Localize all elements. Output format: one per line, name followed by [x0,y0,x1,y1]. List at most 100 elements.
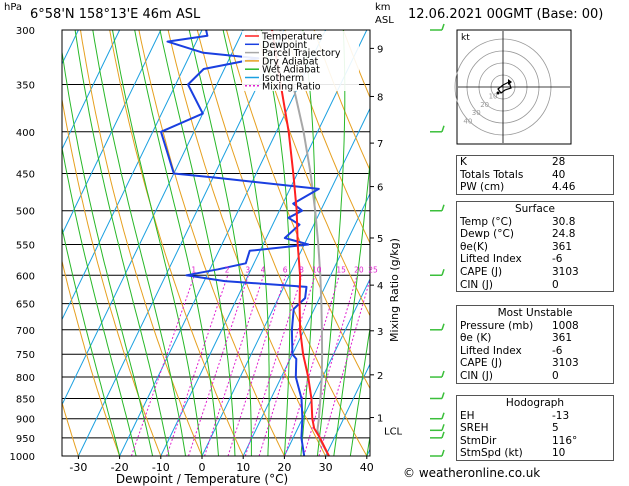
index-key: PW (cm) [460,181,505,194]
mixing-ratio-line [318,277,370,456]
wind-barb-flag [441,204,445,211]
dry-adiabat-line [255,30,370,317]
pressure-tick-label: 850 [16,394,35,405]
km-tick-label: 5 [377,234,383,245]
index-value: 28 [552,156,566,168]
pressure-tick-label: 300 [16,26,35,37]
valid-time: 12.06.2021 00GMT (Base: 00) [408,7,604,22]
isotherm-line [242,192,370,456]
km-tick-label: 6 [377,183,383,194]
index-value: -6 [552,344,563,357]
pressure-tick-label: 900 [16,415,35,426]
index-row: Lifted Index -6 [457,345,613,358]
index-value: -6 [552,253,563,266]
mixing-ratio-line [258,275,316,456]
km-tick-label: 9 [377,44,383,55]
index-row: StmDir 116° [457,435,613,448]
index-key: StmDir [460,434,497,447]
profile-lines [160,30,330,456]
background-grid [62,30,370,456]
x-tick-label: -10 [152,461,170,474]
legend-entry: Mixing Ratio [262,81,321,92]
x-axis-label: Dewpoint / Temperature (°C) [116,472,288,486]
temperature-line [271,30,330,456]
indices-table-surface: Surface Temp (°C) 30.8 Dewp (°C) 24.8 θe(K… [456,201,614,293]
mixing-ratio-label: 8 [299,265,304,274]
wind-barb-flag [441,23,445,31]
index-row: Temp (°C) 30.8 [457,216,613,229]
hodograph-point [496,91,500,95]
x-tick-label: -30 [69,461,87,474]
index-row: SREH 5 [457,422,613,435]
isotherm-line [62,30,244,406]
index-value: 0 [552,369,559,382]
pressure-tick-label: 600 [16,271,35,282]
x-tick-label: -20 [111,461,129,474]
dry-adiabat-line [226,30,370,390]
parcel-trajectory-line [279,30,330,456]
hodograph-ring-label: 40 [463,118,472,126]
dry-adiabat-line [80,30,203,456]
km-tick-label: 8 [377,92,383,103]
pressure-tick-label: 450 [16,169,35,180]
index-value: 116° [552,434,578,447]
mixing-ratio-line [227,275,287,456]
index-row: CAPE (J) 3103 [457,357,613,370]
isotherm-line [160,30,368,456]
wet-adiabat-line [159,30,236,456]
x-tick-label: 30 [319,461,333,474]
wet-adiabat-line [300,30,316,456]
mixing-ratio-label: 3 [245,265,250,274]
y-axis-label: Mixing Ratio (g/kg) [388,238,401,342]
mixing-ratio-label: 4 [261,265,266,274]
location-title: 6°58'N 158°13'E 46m ASL [30,7,201,22]
wet-adiabat-line [134,30,219,456]
wind-barb-flag [441,392,445,399]
isotherm-line [283,277,370,456]
x-tick-label: 10 [236,461,250,474]
pressure-tick-label: 950 [16,434,35,445]
wet-adiabat-line [62,48,154,456]
mixing-ratio-label: 25 [368,265,378,274]
legend-entry: Dewpoint [262,40,307,51]
index-key: CAPE (J) [460,357,503,370]
index-value: 1008 [552,319,579,332]
mixing-ratio-label: 10 [312,265,322,274]
index-key: Lifted Index [460,253,522,266]
pressure-tick-label: 400 [16,128,35,139]
legend-entry: Parcel Trajectory [262,48,341,59]
pressure-tick-label: 500 [16,207,35,218]
hodograph-unit-label: kt [461,33,470,43]
wet-adiabat-line [316,30,346,456]
index-row: EH -13 [457,410,613,423]
index-value: 30.8 [552,215,576,228]
mixing-ratio-line [303,275,358,456]
index-value: 5 [552,422,559,435]
legend-entry: Dry Adiabat [262,56,319,67]
index-key: Totals Totals [460,168,524,181]
hodograph-title: Hodograph [505,397,565,409]
wet-adiabat-line [62,145,137,456]
pressure-tick-label: 350 [16,81,35,92]
index-value: 361 [552,240,573,253]
isotherm-line [325,363,370,456]
x-tick-label: 0 [199,461,206,474]
wind-barb-flag [441,323,445,331]
index-value: 24.8 [552,228,576,241]
wet-adiabat-line [62,225,121,456]
index-value: -13 [552,409,570,422]
index-key: Temp (°C) [460,215,513,228]
dry-adiabat-line [313,30,370,172]
indices-table-top: K 28 Totals Totals 40 PW (cm) 4.46 [456,155,614,195]
wind-barb-flag [441,125,445,133]
legend-entry: Isotherm [262,73,304,84]
pressure-tick-label: 550 [16,240,35,251]
km-tick-label: 3 [377,327,383,338]
index-value: 361 [552,332,573,345]
surface-title: Surface [514,203,555,215]
axes: 1 2 3 4 6 8 10 15 20 2530035040045050055060065070… [10,26,403,486]
km-tick-label: 1 [377,414,383,425]
pressure-tick-label: 1000 [10,452,35,463]
index-value: 10 [552,447,566,460]
